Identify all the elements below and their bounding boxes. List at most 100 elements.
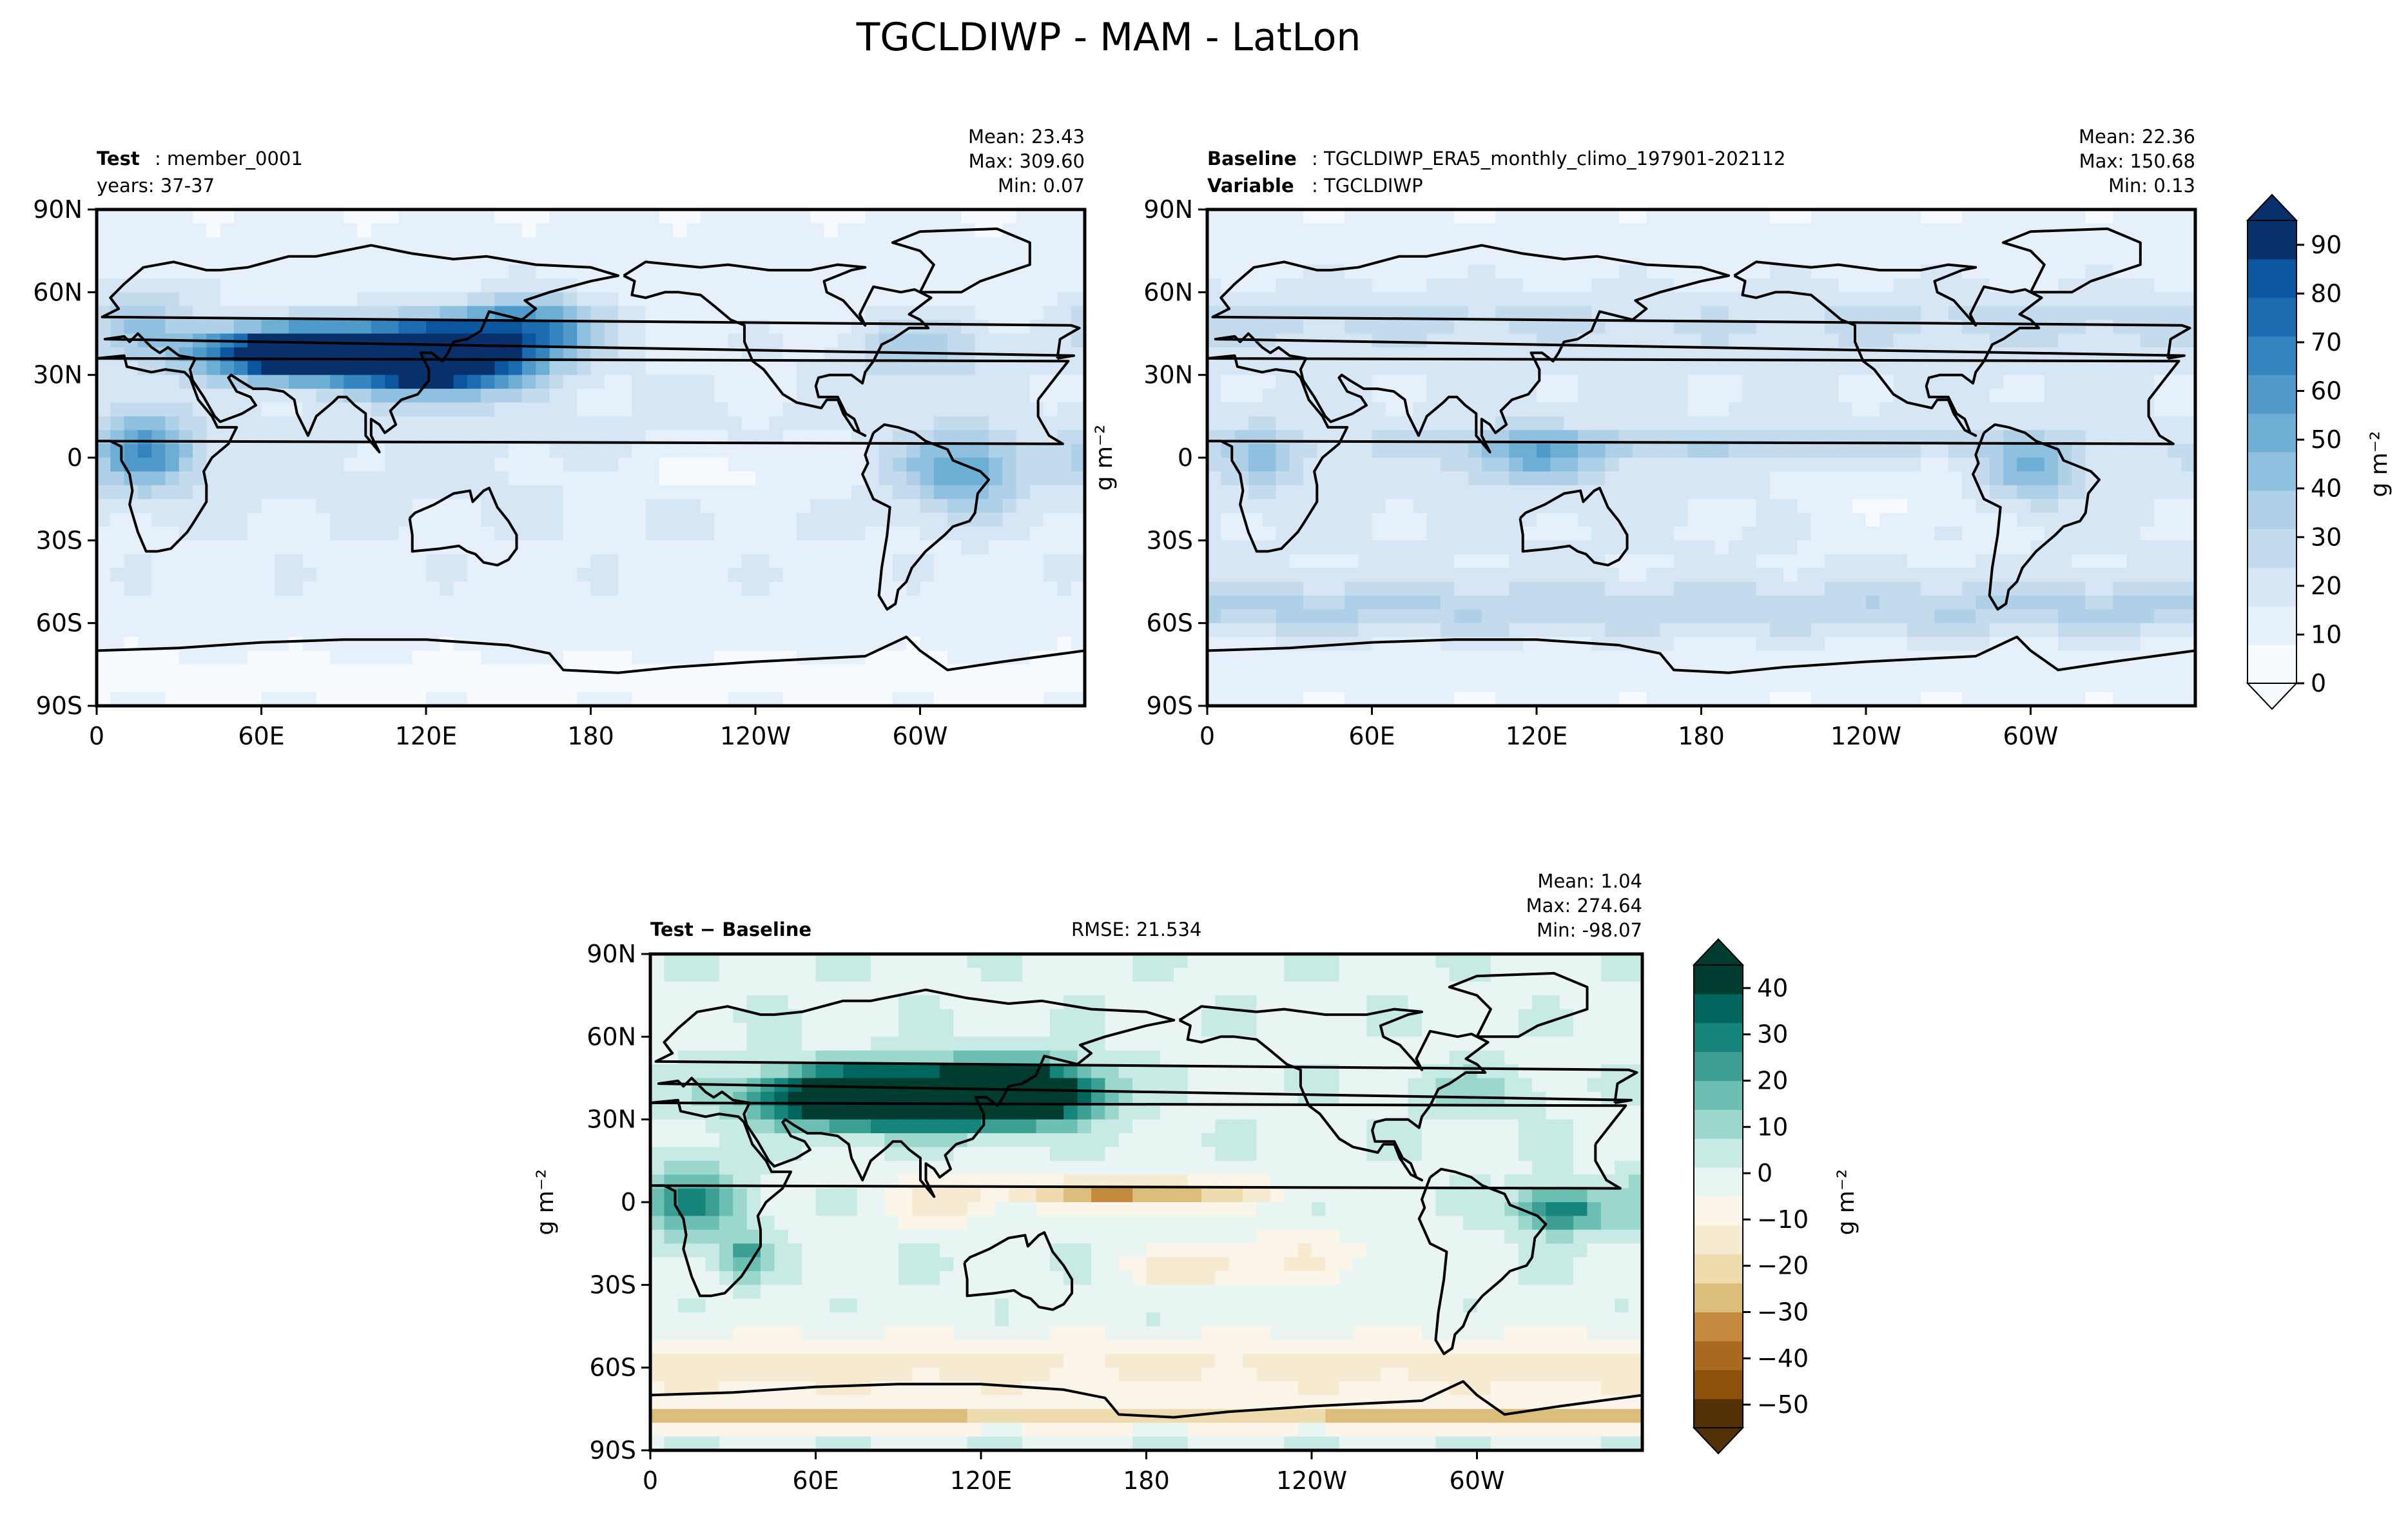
field-cell xyxy=(1522,609,1537,624)
field-cell xyxy=(645,568,660,583)
field-cell xyxy=(1221,402,1236,417)
field-cell xyxy=(2126,485,2141,500)
field-cell xyxy=(700,499,715,514)
field-cell xyxy=(1509,568,1524,583)
field-cell xyxy=(137,499,152,514)
field-cell xyxy=(673,650,688,665)
field-cell xyxy=(2154,333,2169,348)
field-cell xyxy=(782,650,797,665)
field-cell xyxy=(2058,499,2072,514)
field-cell xyxy=(920,554,935,569)
field-cell xyxy=(1372,237,1386,251)
field-cell xyxy=(1248,251,1263,266)
field-cell xyxy=(2140,581,2155,596)
field-cell xyxy=(1207,375,1221,389)
field-cell xyxy=(1714,443,1729,458)
field-cell xyxy=(97,678,111,693)
field-cell xyxy=(412,223,427,238)
field-cell xyxy=(1577,540,1592,555)
field-cell xyxy=(1673,361,1688,376)
field-cell xyxy=(1838,333,1853,348)
field-cell xyxy=(1426,320,1441,335)
field-cell xyxy=(1577,609,1592,624)
field-cell xyxy=(1495,609,1510,624)
field-cell xyxy=(1769,347,1784,362)
field-cell xyxy=(1811,485,1825,500)
field-cell xyxy=(1303,237,1317,251)
field-cell xyxy=(1454,595,1469,610)
field-cell xyxy=(316,223,331,238)
field-cell xyxy=(1769,540,1784,555)
field-cell xyxy=(1537,306,1551,320)
field-cell xyxy=(824,499,839,514)
field-cell xyxy=(1071,485,1085,500)
field-cell xyxy=(1550,430,1565,445)
field-cell xyxy=(206,499,221,514)
field-cell xyxy=(1550,264,1565,279)
field-cell xyxy=(1742,499,1757,514)
field-cell xyxy=(1207,554,1221,569)
field-cell xyxy=(837,692,852,706)
field-cell xyxy=(522,264,536,279)
field-cell xyxy=(1907,237,1921,251)
field-cell xyxy=(1234,389,1249,404)
field-cell xyxy=(851,540,866,555)
field-cell xyxy=(1029,458,1044,472)
field-cell xyxy=(618,595,632,610)
field-cell xyxy=(755,458,770,472)
field-cell xyxy=(549,443,564,458)
field-cell xyxy=(1044,650,1058,665)
field-cell xyxy=(1303,320,1317,335)
field-cell xyxy=(97,595,111,610)
field-cell xyxy=(920,623,935,637)
field-cell xyxy=(1221,375,1236,389)
field-cell xyxy=(1564,623,1578,637)
field-cell xyxy=(1358,223,1373,238)
field-cell xyxy=(1207,389,1221,404)
field-cell xyxy=(2099,485,2113,500)
field-cell xyxy=(755,209,770,224)
field-cell xyxy=(1509,375,1524,389)
field-cell xyxy=(522,540,536,555)
field-cell xyxy=(193,692,207,706)
field-cell xyxy=(988,485,1003,500)
field-cell xyxy=(1044,581,1058,596)
field-cell xyxy=(536,512,550,527)
field-cell xyxy=(796,375,811,389)
field-cell xyxy=(1783,416,1798,431)
field-cell xyxy=(700,251,715,266)
field-cell xyxy=(508,692,523,706)
field-cell xyxy=(933,416,948,431)
field-cell xyxy=(137,678,152,693)
field-cell xyxy=(1948,540,1963,555)
field-cell xyxy=(686,361,701,376)
field-cell xyxy=(1550,209,1565,224)
field-cell xyxy=(316,526,331,541)
field-cell xyxy=(810,209,825,224)
field-cell xyxy=(892,458,907,472)
field-cell xyxy=(289,251,303,266)
field-cell xyxy=(1577,209,1592,224)
field-cell xyxy=(1729,320,1743,335)
field-cell xyxy=(1372,416,1386,431)
field-cell xyxy=(289,264,303,279)
field-cell xyxy=(2003,292,2017,307)
field-cell xyxy=(892,650,907,665)
field-cell xyxy=(892,664,907,679)
field-cell xyxy=(618,278,632,293)
field-cell xyxy=(590,499,605,514)
field-cell xyxy=(2017,251,2032,266)
field-cell xyxy=(590,209,605,224)
field-cell xyxy=(741,526,756,541)
field-cell xyxy=(426,471,440,486)
field-cell xyxy=(1468,375,1482,389)
field-cell xyxy=(1358,554,1373,569)
field-cell xyxy=(124,581,139,596)
field-cell xyxy=(1962,389,1976,404)
field-cell xyxy=(275,306,289,320)
field-cell xyxy=(1016,375,1031,389)
field-cell xyxy=(1029,306,1044,320)
field-cell xyxy=(1248,320,1263,335)
field-cell xyxy=(508,402,523,417)
field-cell xyxy=(1071,540,1085,555)
